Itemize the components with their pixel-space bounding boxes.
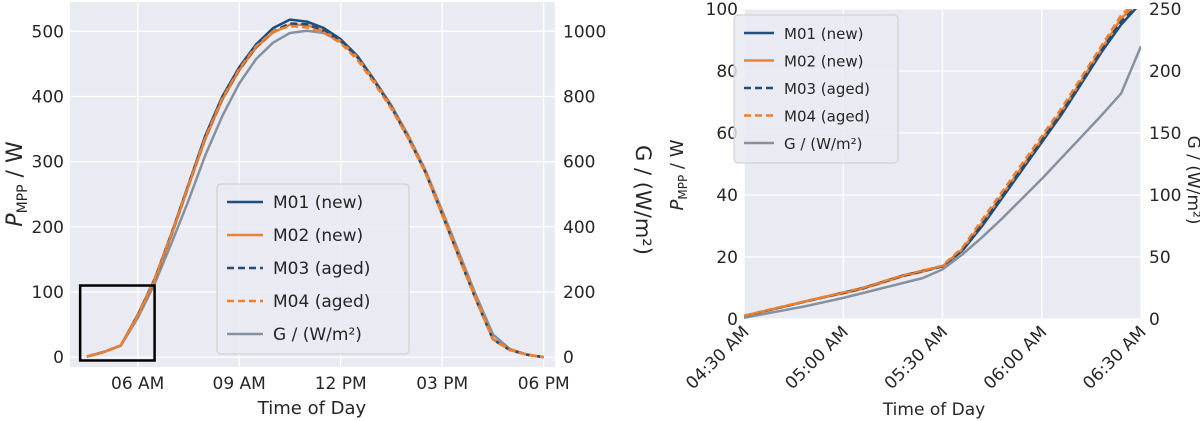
- series-line-g-w-m: [744, 45, 1141, 319]
- y2-tick-label: 250: [1149, 0, 1181, 20]
- left-y-label-unit: / W: [3, 141, 28, 184]
- legend-label: M02 (new): [784, 53, 864, 71]
- right-y2-tick-labels: 0 50 100 150 200 250: [1149, 0, 1181, 330]
- right-series-lines: [744, 9, 1141, 319]
- legend-label: M03 (aged): [273, 259, 370, 279]
- y2-tick-label: 200: [563, 283, 595, 303]
- x-tick-label: 06:00 AM: [980, 322, 1051, 393]
- legend-label: M04 (aged): [784, 108, 870, 126]
- legend-label: M01 (new): [784, 25, 864, 43]
- series-line-m04-aged: [86, 24, 544, 359]
- y-tick-label: 40: [716, 186, 738, 206]
- y-tick-label: 60: [716, 124, 738, 144]
- x-tick-label: 06:30 AM: [1079, 322, 1150, 393]
- legend-label: M02 (new): [273, 226, 363, 246]
- left-x-tick-labels: 06 AM 09 AM 12 PM 03 PM 06 PM: [111, 374, 570, 394]
- y-tick-label: 20: [716, 248, 738, 268]
- right-y-label-unit: / W: [667, 139, 688, 175]
- y-tick-label: 0: [53, 348, 64, 368]
- x-tick-label: 05:00 AM: [782, 322, 853, 393]
- y-tick-label: 300: [32, 153, 64, 173]
- y-tick-label: 100: [32, 283, 64, 303]
- right-y-tick-labels: 0 20 40 60 80 100: [706, 0, 738, 330]
- left-y-axis-label: PMPP / W: [3, 141, 31, 227]
- y2-tick-label: 100: [1149, 186, 1181, 206]
- left-panel: 06 AM 09 AM 12 PM 03 PM 06 PM 0 100 200 300 400 5…: [3, 2, 655, 419]
- series-line-m04-aged: [744, 9, 1130, 318]
- left-legend: M01 (new) M02 (new) M03 (aged) M04 (aged) G …: [216, 183, 410, 355]
- x-tick-label: 03 PM: [416, 374, 468, 394]
- legend-label: M01 (new): [273, 193, 363, 213]
- legend-label: G / (W/m²): [784, 135, 862, 153]
- right-y-axis-label: PMPP / W: [667, 139, 690, 210]
- y-tick-label: 100: [706, 0, 738, 20]
- x-tick-label: 06 AM: [111, 374, 164, 394]
- y-tick-label: 0: [727, 310, 738, 330]
- right-y-label-base: P: [667, 200, 688, 211]
- right-y2-axis-label: G / (W/m²): [1183, 136, 1200, 225]
- legend-label: G / (W/m²): [273, 325, 362, 345]
- legend-label: M04 (aged): [273, 292, 370, 312]
- y-tick-label: 500: [32, 22, 64, 42]
- left-series-lines: [86, 18, 544, 359]
- left-y-label-base: P: [3, 213, 28, 227]
- left-y-label-sub: MPP: [15, 184, 31, 213]
- x-tick-label: 05:30 AM: [881, 322, 952, 393]
- right-legend-frame: [733, 14, 899, 164]
- y-tick-label: 400: [32, 88, 64, 108]
- y2-tick-label: 0: [1149, 310, 1160, 330]
- x-tick-label: 12 PM: [315, 374, 367, 394]
- left-y2-tick-labels: 0 200 400 600 800 1000: [563, 22, 606, 368]
- left-y2-axis-label: G / (W/m²): [631, 145, 655, 255]
- left-y-tick-labels: 0 100 200 300 400 500: [32, 22, 64, 368]
- right-panel: 04:30 AM 05:00 AM 05:30 AM 06:00 AM 06:30 AM…: [667, 0, 1200, 420]
- right-y-label-sub: MPP: [676, 175, 690, 200]
- x-tick-label: 09 AM: [213, 374, 266, 394]
- x-tick-label: 06 PM: [518, 374, 570, 394]
- y2-tick-label: 600: [563, 153, 595, 173]
- y2-tick-label: 800: [563, 88, 595, 108]
- left-x-axis-label: Time of Day: [257, 398, 367, 419]
- y-tick-label: 80: [716, 62, 738, 82]
- right-x-tick-labels: 04:30 AM 05:00 AM 05:30 AM 06:00 AM 06:30 AM: [682, 322, 1150, 393]
- y-tick-label: 200: [32, 218, 64, 238]
- y2-tick-label: 0: [563, 348, 574, 368]
- y2-tick-label: 1000: [563, 22, 606, 42]
- x-tick-label: 04:30 AM: [682, 322, 753, 393]
- y2-tick-label: 150: [1149, 124, 1181, 144]
- left-legend-frame: [216, 183, 410, 355]
- y2-tick-label: 400: [563, 218, 595, 238]
- y2-tick-label: 50: [1149, 248, 1171, 268]
- legend-label: M03 (aged): [784, 80, 870, 98]
- inset-zoom-box: [78, 284, 156, 362]
- right-x-axis-label: Time of Day: [882, 400, 985, 420]
- y2-tick-label: 200: [1149, 62, 1181, 82]
- right-legend: M01 (new) M02 (new) M03 (aged) M04 (aged) G …: [733, 14, 899, 164]
